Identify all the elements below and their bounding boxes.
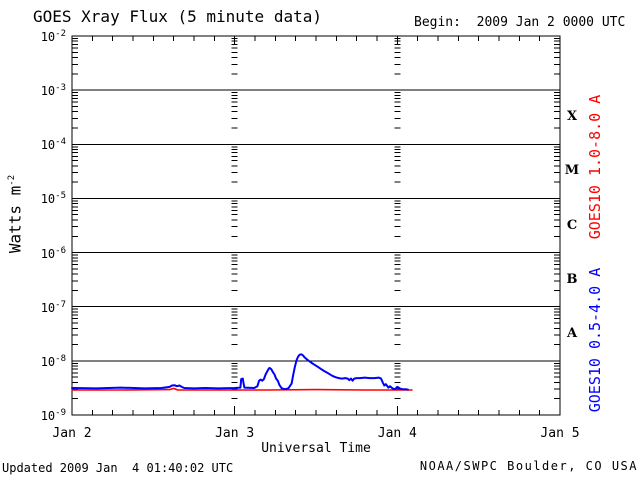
x-tick-label: Jan 5: [540, 426, 580, 441]
y-tick-label: 10-5: [40, 191, 66, 207]
x-tick-label: Jan 2: [52, 426, 92, 441]
flare-class-letter: X: [566, 109, 578, 125]
x-tick-label: Jan 4: [377, 426, 417, 441]
y-axis-title-exponent: -2: [7, 174, 17, 186]
y-axis-title-text: Watts m: [5, 185, 25, 254]
series-line-long-channel: [71, 387, 413, 391]
y-tick-label: 10-2: [40, 29, 66, 44]
updated-timestamp: Updated 2009 Jan 4 01:40:02 UTC: [2, 461, 234, 475]
series-label-short-channel: GOES10 0.5-4.0 A: [586, 267, 604, 413]
credit-text: NOAA/SWPC Boulder, CO USA: [419, 459, 638, 473]
y-tick-label: 10-7: [40, 299, 66, 315]
y-tick-label: 10-8: [40, 353, 66, 369]
flare-class-letter: A: [566, 325, 578, 341]
flare-class-letter: C: [566, 217, 578, 233]
x-axis-title: Universal Time: [261, 441, 371, 456]
y-tick-label: 10-4: [40, 137, 66, 153]
x-tick-label: Jan 3: [215, 426, 255, 441]
flare-class-letter: M: [564, 163, 580, 179]
chart-title: GOES Xray Flux (5 minute data): [33, 7, 322, 26]
y-tick-label: 10-6: [40, 245, 66, 261]
begin-timestamp: Begin: 2009 Jan 2 0000 UTC: [414, 15, 626, 30]
y-axis-title: Watts m-2: [2, 114, 25, 314]
series-line-short-channel: [71, 353, 409, 391]
y-tick-label: 10-3: [40, 83, 66, 99]
flare-class-letter: B: [566, 271, 578, 287]
y-tick-label: 10-9: [40, 408, 66, 423]
